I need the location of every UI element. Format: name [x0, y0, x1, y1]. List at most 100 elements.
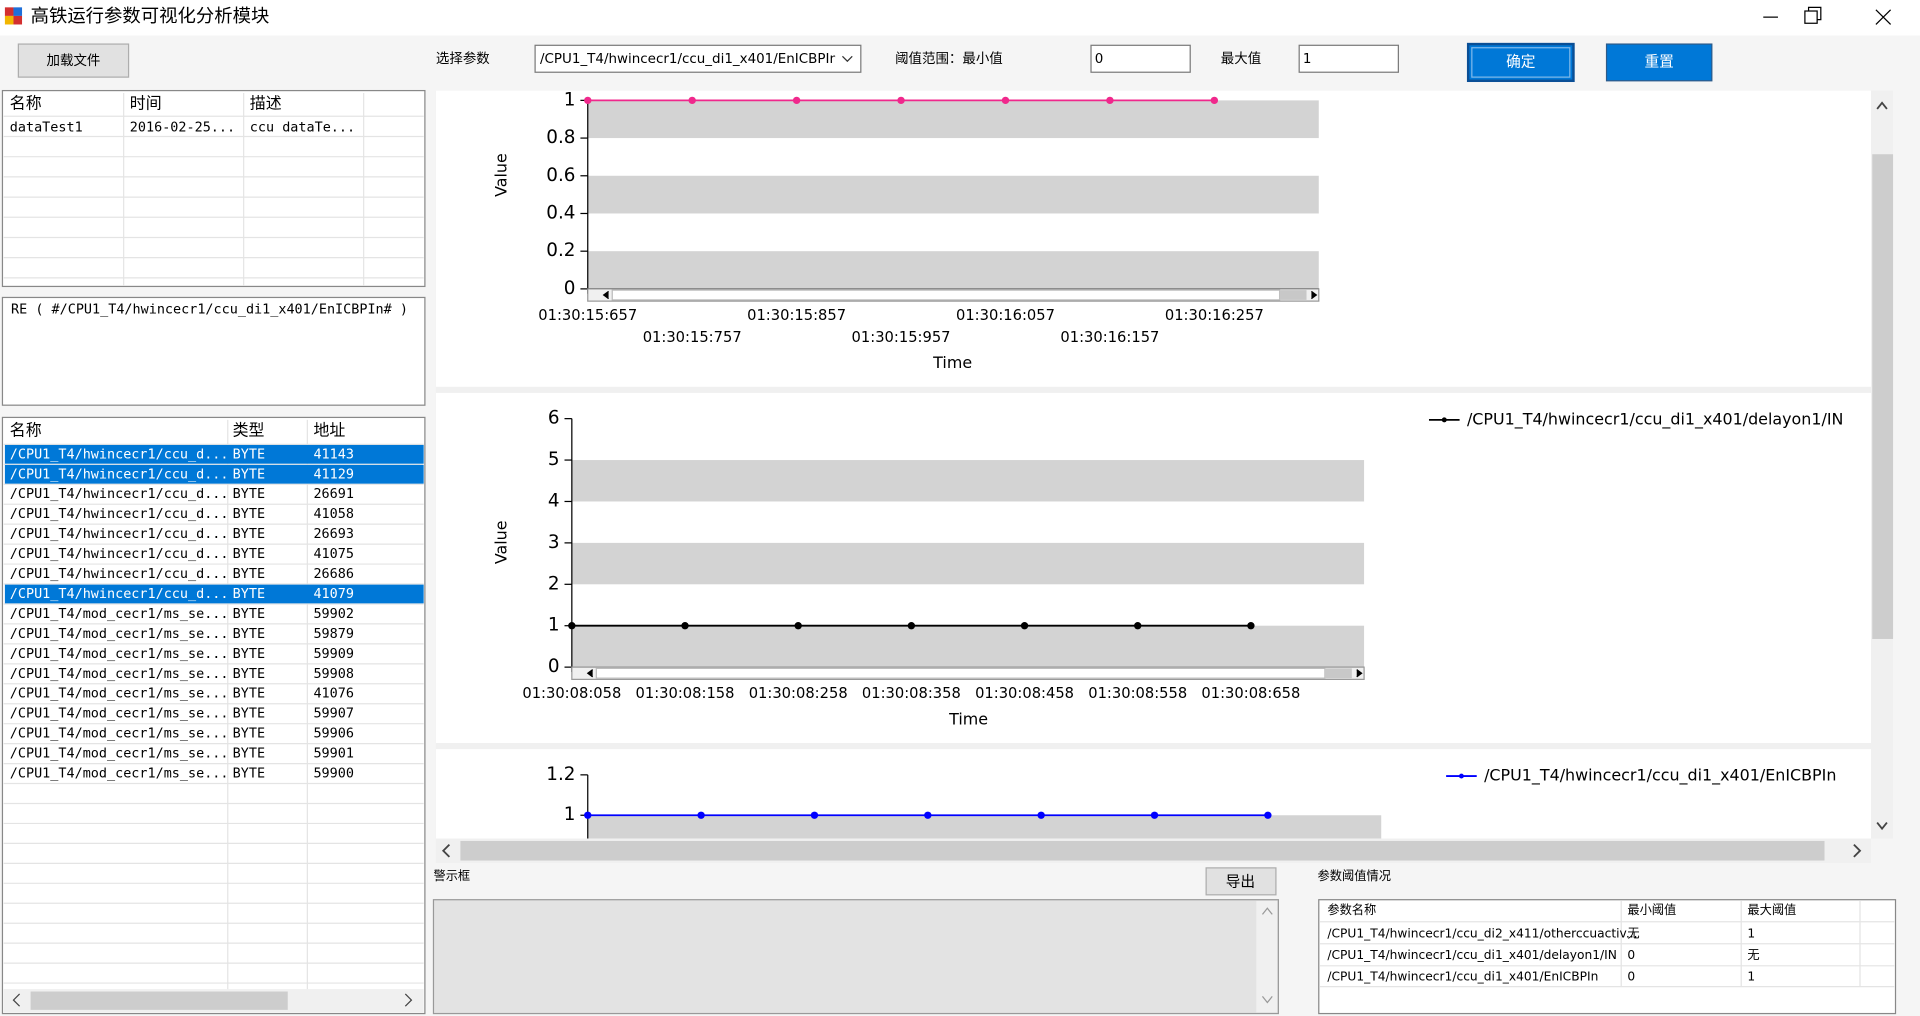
threshold-cell: 1 [1747, 926, 1755, 940]
restore-icon [1804, 10, 1818, 24]
chart-vscroll-thumb[interactable] [1872, 154, 1894, 639]
y-tick-label: 1 [548, 615, 560, 636]
plot-scroll-end [1279, 290, 1307, 300]
alert-scroll-arrows [1261, 907, 1273, 1004]
x-tick-label: 01:30:08:158 [636, 685, 735, 702]
threshold-label: 阈值范围：最小值 [895, 51, 1003, 67]
scroll-arrows [12, 993, 413, 1007]
param-cell: BYTE [233, 707, 265, 722]
alert-vscroll[interactable] [1256, 900, 1278, 1013]
expression-text: RE ( #/CPU1_T4/hwincecr1/ccu_di1_x401/En… [11, 303, 408, 318]
data-point [1210, 96, 1219, 105]
param-hscroll-thumb[interactable] [30, 991, 288, 1010]
data-point [688, 96, 696, 105]
param-cell: 59908 [313, 667, 354, 682]
title-bar [0, 0, 1920, 36]
vscroll-arrows [1876, 101, 1888, 831]
param-combobox-value: /CPU1_T4/hwincecr1/ccu_di1_x401/EnICBPIn [540, 52, 838, 67]
threshold-cell: /CPU1_T4/hwincecr1/ccu_di2_x411/otherccu… [1327, 926, 1637, 940]
y-axis-title: Value [492, 520, 511, 564]
param-cell: BYTE [233, 547, 265, 562]
data-point [907, 622, 916, 630]
param-cell: /CPU1_T4/hwincecr1/ccu_d... [10, 527, 229, 542]
y-tick-label: 1.2 [546, 764, 575, 785]
param-cell: /CPU1_T4/hwincecr1/ccu_d... [10, 587, 229, 602]
param-cell: /CPU1_T4/hwincecr1/ccu_d... [10, 567, 229, 582]
column-header: 地址 [313, 420, 345, 439]
chart-hscroll-thumb[interactable] [460, 840, 1825, 861]
column-header: 名称 [10, 94, 42, 113]
min-input[interactable] [1090, 44, 1191, 73]
param-cell: BYTE [233, 567, 265, 582]
data-point [1106, 96, 1114, 105]
x-axis-title: Time [948, 709, 988, 728]
param-cell: BYTE [233, 587, 265, 602]
y-tick-label: 1 [564, 804, 576, 825]
param-cell: /CPU1_T4/hwincecr1/ccu_d... [10, 467, 229, 482]
param-cell: 59901 [313, 747, 354, 762]
threshold-cell: 无 [1747, 948, 1759, 962]
param-cell: /CPU1_T4/hwincecr1/ccu_d... [10, 487, 229, 502]
param-cell: BYTE [233, 767, 265, 782]
selected-row [4, 584, 424, 604]
grid-band [571, 460, 1365, 502]
data-point [568, 622, 576, 630]
param-combobox[interactable] [534, 44, 862, 73]
max-input[interactable] [1298, 44, 1399, 73]
file-cell: 2016-02-25... [130, 120, 235, 135]
min-input-value: 0 [1095, 52, 1104, 67]
threshold-table [1318, 899, 1897, 1015]
param-cell: 41143 [313, 447, 354, 462]
param-label: 选择参数 [436, 50, 490, 67]
data-point [1037, 811, 1045, 819]
chart-stack: 0 0.2 0.4 0.6 0.8 1 Value Time 01:30:15:657 01:30… [435, 89, 1872, 839]
threshold-cell: /CPU1_T4/hwincecr1/ccu_di1_x401/EnICBPIn [1327, 969, 1598, 983]
x-tick-label: 01:30:16:257 [1165, 307, 1264, 324]
restore-button[interactable] [1804, 6, 1822, 24]
close-button[interactable] [1875, 9, 1892, 25]
file-table [1, 89, 426, 288]
param-cell: BYTE [233, 527, 265, 542]
plot-scroll-arrows [586, 669, 1363, 678]
reset-button[interactable] [1605, 43, 1713, 82]
param-cell: 41058 [313, 507, 354, 522]
x-tick-label: 01:30:08:658 [1201, 685, 1300, 702]
param-cell: 26693 [313, 527, 354, 542]
threshold-cell: 无 [1627, 926, 1639, 940]
confirm-button[interactable] [1466, 42, 1575, 83]
column-header: 描述 [250, 94, 282, 113]
x-tick-label: 01:30:08:058 [522, 685, 621, 702]
column-header: 最大阈值 [1747, 902, 1796, 917]
x-tick-label: 01:30:15:857 [747, 307, 846, 324]
threshold-cell: 0 [1627, 969, 1635, 983]
y-tick-label: 1 [564, 89, 576, 110]
param-cell: 41075 [313, 547, 354, 562]
param-cell: BYTE [233, 467, 265, 482]
x-tick-label: 01:30:16:057 [956, 307, 1055, 324]
param-cell: /CPU1_T4/hwincecr1/ccu_d... [10, 507, 229, 522]
y-tick-label: 2 [548, 573, 560, 594]
export-button[interactable] [1205, 867, 1277, 896]
threshold-cell: 0 [1627, 948, 1635, 962]
icon-part [13, 15, 23, 25]
max-input-value: 1 [1303, 52, 1312, 67]
data-point [584, 811, 592, 819]
param-cell: 41129 [313, 467, 354, 482]
x-tick-label: 01:30:15:957 [852, 329, 951, 346]
window-title: 高铁运行参数可视化分析模块 [31, 6, 270, 27]
reset-label: 重置 [1644, 53, 1673, 70]
param-cell: 26686 [313, 567, 354, 582]
y-tick-label: 0 [548, 656, 560, 677]
y-tick-label: 6 [548, 408, 560, 429]
data-point [792, 96, 801, 105]
legend-label: /CPU1_T4/hwincecr1/ccu_di1_x401/delayon1… [1467, 409, 1844, 429]
combo-arrow [842, 55, 853, 63]
y-axis-title: Value [492, 153, 511, 197]
y-tick-label: 0.4 [546, 202, 575, 223]
param-cell: 41076 [313, 687, 354, 702]
restore-icon [1807, 6, 1822, 21]
y-tick-label: 0.2 [546, 240, 575, 261]
load-button[interactable] [17, 43, 130, 78]
